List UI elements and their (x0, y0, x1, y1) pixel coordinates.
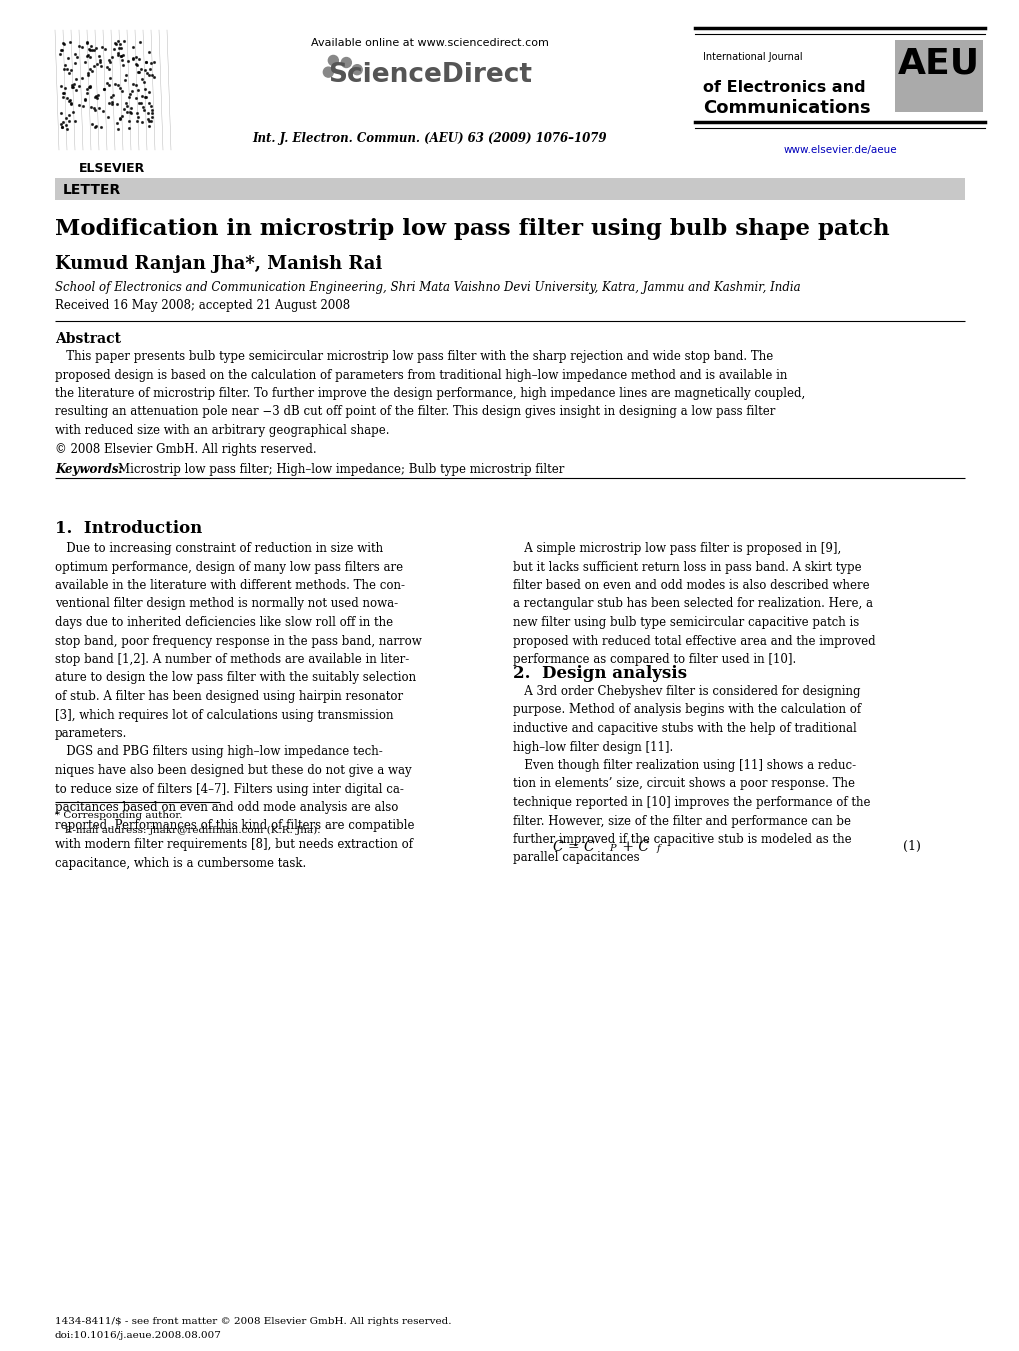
Text: ELSEVIER: ELSEVIER (78, 162, 145, 176)
Text: Due to increasing constraint of reduction in size with
optimum performance, desi: Due to increasing constraint of reductio… (55, 542, 421, 870)
Text: Keywords:: Keywords: (55, 463, 127, 476)
Text: + C: + C (618, 840, 648, 854)
Text: Abstract: Abstract (55, 332, 121, 346)
Text: A 3rd order Chebyshev filter is considered for designing
purpose. Method of anal: A 3rd order Chebyshev filter is consider… (513, 685, 869, 865)
Text: Available online at www.sciencedirect.com: Available online at www.sciencedirect.co… (311, 38, 548, 49)
Bar (55, 30, 170, 150)
Text: Microstrip low pass filter; High–low impedance; Bulb type microstrip filter: Microstrip low pass filter; High–low imp… (118, 463, 564, 476)
Text: Communications: Communications (702, 99, 870, 118)
Circle shape (328, 55, 338, 65)
Text: 1.  Introduction: 1. Introduction (55, 520, 202, 536)
Text: C = C: C = C (552, 840, 594, 854)
Circle shape (352, 65, 362, 74)
Text: School of Electronics and Communication Engineering, Shri Mata Vaishno Devi Univ: School of Electronics and Communication … (55, 281, 800, 295)
Text: Int. J. Electron. Commun. (AEU) 63 (2009) 1076–1079: Int. J. Electron. Commun. (AEU) 63 (2009… (253, 132, 606, 145)
Text: E-mail address: jhakr@rediffmail.com (K.R. Jha).: E-mail address: jhakr@rediffmail.com (K.… (55, 825, 320, 835)
Text: 2.  Design analysis: 2. Design analysis (513, 665, 687, 682)
Text: 1434-8411/$ - see front matter © 2008 Elsevier GmbH. All rights reserved.: 1434-8411/$ - see front matter © 2008 El… (55, 1317, 451, 1325)
Text: ScienceDirect: ScienceDirect (328, 62, 532, 88)
Text: This paper presents bulb type semicircular microstrip low pass filter with the s: This paper presents bulb type semicircul… (55, 350, 804, 455)
Bar (55, 178, 964, 200)
Text: Modification in microstrip low pass filter using bulb shape patch: Modification in microstrip low pass filt… (55, 218, 889, 240)
Text: doi:10.1016/j.aeue.2008.08.007: doi:10.1016/j.aeue.2008.08.007 (55, 1331, 222, 1340)
Text: A simple microstrip low pass filter is proposed in [9],
but it lacks sufficient : A simple microstrip low pass filter is p… (513, 542, 874, 666)
Text: International Journal: International Journal (702, 51, 802, 62)
Bar (894, 41, 982, 112)
Text: of Electronics and: of Electronics and (702, 80, 865, 95)
Text: www.elsevier.de/aeue: www.elsevier.de/aeue (783, 145, 896, 155)
Text: Received 16 May 2008; accepted 21 August 2008: Received 16 May 2008; accepted 21 August… (55, 299, 350, 312)
Text: Kumud Ranjan Jha*, Manish Rai: Kumud Ranjan Jha*, Manish Rai (55, 255, 382, 273)
Circle shape (323, 68, 333, 77)
Text: * Corresponding author.: * Corresponding author. (55, 812, 182, 820)
Text: (1): (1) (902, 840, 920, 852)
Text: P: P (608, 844, 614, 852)
Text: LETTER: LETTER (63, 182, 121, 197)
Text: AEU: AEU (897, 47, 979, 81)
Circle shape (341, 58, 351, 68)
Text: f: f (656, 844, 660, 852)
